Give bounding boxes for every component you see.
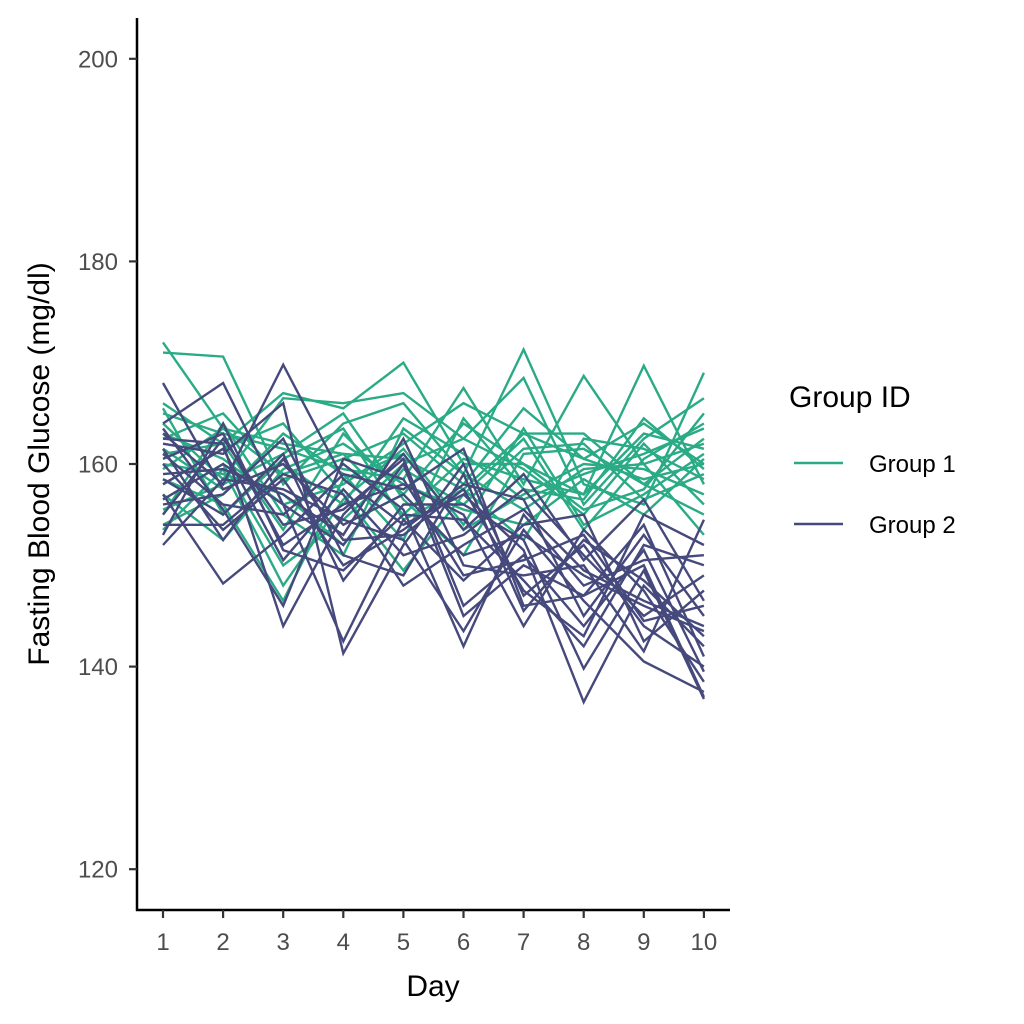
x-axis-ticks: 1 2 3 4 5 6 7 8 9 10 xyxy=(156,910,717,956)
y-tick-label: 120 xyxy=(78,857,118,884)
series-line-group-2-subject-18 xyxy=(162,477,705,693)
series-line-group-1-subject-3 xyxy=(162,360,705,497)
x-tick-label: 7 xyxy=(517,929,530,956)
series-line-group-2-subject-14 xyxy=(162,436,705,638)
legend-label-group-1: Group 1 xyxy=(869,451,956,478)
x-tick-label: 10 xyxy=(691,929,718,956)
series-line-group-1-subject-19 xyxy=(162,426,705,588)
legend: Group ID Group 1 Group 2 xyxy=(789,381,956,539)
series-line-group-1-subject-17 xyxy=(161,421,705,557)
series-line-group-2-subject-17 xyxy=(161,420,705,649)
legend-label-group-2: Group 2 xyxy=(869,512,956,539)
series-line-group-1-subject-18 xyxy=(162,416,705,543)
y-tick-label: 140 xyxy=(78,654,118,681)
x-axis-title: Day xyxy=(406,970,459,1003)
x-tick-label: 2 xyxy=(216,929,229,956)
series-line-group-2-subject-20 xyxy=(161,448,705,639)
series-line-group-2-subject-15 xyxy=(162,436,705,673)
x-tick-label: 4 xyxy=(337,929,350,956)
series-line-group-2-subject-4 xyxy=(162,437,705,630)
y-tick-label: 200 xyxy=(78,46,118,73)
y-axis-ticks: 120 140 160 180 200 xyxy=(78,46,137,884)
y-axis-title: Fasting Blood Glucose (mg/dl) xyxy=(23,262,56,666)
series-layer xyxy=(161,341,705,705)
x-tick-label: 9 xyxy=(637,929,650,956)
x-tick-label: 1 xyxy=(156,929,169,956)
legend-title: Group ID xyxy=(789,381,911,414)
y-tick-label: 160 xyxy=(78,452,118,479)
series-group-2 xyxy=(161,362,705,705)
x-tick-label: 6 xyxy=(457,929,470,956)
series-line-group-2-subject-3 xyxy=(162,362,705,705)
x-tick-label: 5 xyxy=(397,929,410,956)
y-tick-label: 180 xyxy=(78,249,118,276)
series-line-group-1-subject-1 xyxy=(162,341,705,491)
x-tick-label: 3 xyxy=(277,929,290,956)
x-tick-label: 8 xyxy=(577,929,590,956)
